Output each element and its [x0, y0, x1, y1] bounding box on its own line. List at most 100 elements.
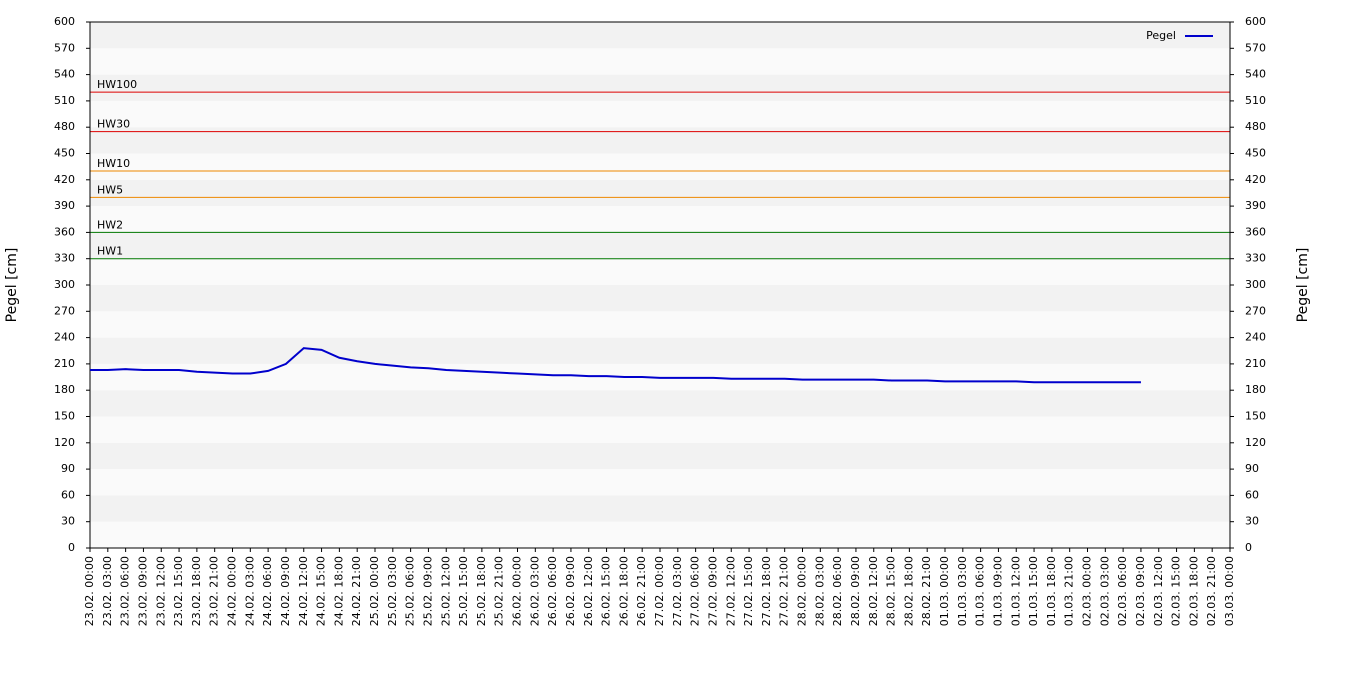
x-tick-label: 01.03. 03:00 [956, 556, 969, 626]
y-tick-label: 300 [54, 278, 75, 291]
band [90, 232, 1230, 259]
x-tick-label: 02.03. 09:00 [1134, 556, 1147, 626]
x-tick-label: 27.02. 03:00 [671, 556, 684, 626]
y2-tick-label: 480 [1245, 120, 1266, 133]
y-tick-label: 570 [54, 41, 75, 54]
x-tick-label: 23.02. 00:00 [83, 556, 96, 626]
x-tick-label: 28.02. 12:00 [867, 556, 880, 626]
y2-tick-label: 570 [1245, 41, 1266, 54]
x-tick-label: 01.03. 15:00 [1027, 556, 1040, 626]
band [90, 469, 1230, 496]
x-tick-label: 26.02. 15:00 [600, 556, 613, 626]
y-axis-title: Pegel [cm] [4, 248, 20, 323]
y2-tick-label: 600 [1245, 15, 1266, 28]
x-tick-label: 27.02. 09:00 [706, 556, 719, 626]
y-tick-label: 360 [54, 225, 75, 238]
y-tick-label: 420 [54, 173, 75, 186]
y2-tick-label: 240 [1245, 331, 1266, 344]
y2-tick-label: 360 [1245, 225, 1266, 238]
band [90, 258, 1230, 285]
band [90, 206, 1230, 233]
y2-tick-label: 150 [1245, 410, 1266, 423]
x-tick-label: 26.02. 00:00 [511, 556, 524, 626]
y-tick-label: 450 [54, 147, 75, 160]
y-tick-label: 510 [54, 94, 75, 107]
x-tick-label: 28.02. 06:00 [831, 556, 844, 626]
band [90, 22, 1230, 49]
y-tick-label: 540 [54, 68, 75, 81]
y-tick-label: 150 [54, 410, 75, 423]
x-tick-label: 24.02. 12:00 [297, 556, 310, 626]
y2-tick-label: 210 [1245, 357, 1266, 370]
y-tick-label: 270 [54, 304, 75, 317]
x-tick-label: 01.03. 12:00 [1009, 556, 1022, 626]
x-tick-label: 26.02. 18:00 [617, 556, 630, 626]
y-tick-label: 90 [61, 462, 75, 475]
x-tick-label: 27.02. 12:00 [724, 556, 737, 626]
x-tick-label: 27.02. 06:00 [689, 556, 702, 626]
x-tick-label: 24.02. 03:00 [243, 556, 256, 626]
x-tick-label: 25.02. 06:00 [404, 556, 417, 626]
threshold-label: HW2 [97, 218, 123, 231]
y2-tick-label: 30 [1245, 515, 1259, 528]
y-tick-label: 480 [54, 120, 75, 133]
y2-tick-label: 120 [1245, 436, 1266, 449]
x-tick-label: 28.02. 18:00 [902, 556, 915, 626]
x-tick-label: 24.02. 15:00 [315, 556, 328, 626]
x-tick-label: 24.02. 18:00 [332, 556, 345, 626]
band [90, 179, 1230, 207]
y-tick-label: 390 [54, 199, 75, 212]
x-tick-label: 23.02. 09:00 [136, 556, 149, 626]
x-tick-label: 02.03. 21:00 [1205, 556, 1218, 626]
band [90, 48, 1230, 75]
band [90, 390, 1230, 417]
y2-tick-label: 390 [1245, 199, 1266, 212]
x-tick-label: 28.02. 03:00 [813, 556, 826, 626]
band [90, 311, 1230, 338]
x-tick-label: 27.02. 15:00 [742, 556, 755, 626]
x-tick-label: 01.03. 00:00 [938, 556, 951, 626]
x-tick-label: 26.02. 09:00 [564, 556, 577, 626]
x-tick-label: 26.02. 06:00 [546, 556, 559, 626]
x-tick-label: 25.02. 21:00 [493, 556, 506, 626]
x-tick-label: 28.02. 00:00 [796, 556, 809, 626]
x-tick-label: 24.02. 00:00 [226, 556, 239, 626]
y2-tick-label: 510 [1245, 94, 1266, 107]
band [90, 74, 1230, 101]
y2-tick-label: 180 [1245, 383, 1266, 396]
x-tick-label: 23.02. 15:00 [172, 556, 185, 626]
x-tick-label: 24.02. 21:00 [350, 556, 363, 626]
plot-frame [89, 21, 1231, 549]
x-tick-label: 28.02. 09:00 [849, 556, 862, 626]
band [90, 285, 1230, 312]
y-tick-label: 120 [54, 436, 75, 449]
y2-tick-label: 540 [1245, 68, 1266, 81]
x-tick-label: 28.02. 21:00 [920, 556, 933, 626]
y-tick-label: 330 [54, 252, 75, 265]
x-tick-label: 03.03. 00:00 [1223, 556, 1236, 626]
y-tick-label: 60 [61, 488, 75, 501]
x-tick-label: 01.03. 06:00 [974, 556, 987, 626]
band [90, 337, 1230, 364]
x-tick-label: 25.02. 12:00 [439, 556, 452, 626]
y-tick-label: 210 [54, 357, 75, 370]
y2-tick-label: 270 [1245, 304, 1266, 317]
x-tick-label: 28.02. 15:00 [885, 556, 898, 626]
y2-tick-label: 60 [1245, 488, 1259, 501]
threshold-label: HW100 [97, 78, 137, 91]
y-tick-label: 0 [68, 541, 75, 554]
x-tick-label: 01.03. 21:00 [1063, 556, 1076, 626]
x-tick-label: 02.03. 12:00 [1152, 556, 1165, 626]
x-tick-label: 27.02. 21:00 [778, 556, 791, 626]
threshold-label: HW1 [97, 245, 123, 258]
x-tick-label: 02.03. 18:00 [1187, 556, 1200, 626]
x-tick-label: 23.02. 12:00 [154, 556, 167, 626]
y2-tick-label: 300 [1245, 278, 1266, 291]
band [90, 100, 1230, 128]
legend-label: Pegel [1146, 29, 1176, 42]
y2-tick-label: 420 [1245, 173, 1266, 186]
x-tick-label: 27.02. 00:00 [653, 556, 666, 626]
x-tick-label: 23.02. 03:00 [101, 556, 114, 626]
x-tick-label: 24.02. 09:00 [279, 556, 292, 626]
